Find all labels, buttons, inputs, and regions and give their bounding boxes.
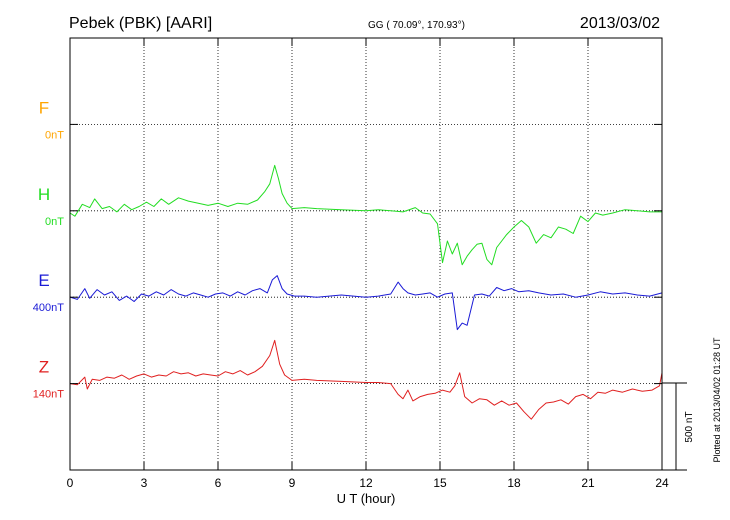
series-name-h: H bbox=[38, 185, 50, 204]
x-tick-label: 18 bbox=[507, 476, 521, 490]
x-tick-label: 12 bbox=[359, 476, 373, 490]
x-tick-label: 0 bbox=[67, 476, 74, 490]
chart-title: Pebek (PBK) [AARI] bbox=[69, 15, 212, 32]
x-tick-label: 6 bbox=[215, 476, 222, 490]
x-axis-ticks: 0 3 6 9 12 15 18 21 24 bbox=[67, 38, 669, 490]
station-coordinates: GG ( 70.09°, 170.93°) bbox=[368, 20, 465, 31]
series-line-e bbox=[69, 275, 663, 331]
scale-bar: 500 nT bbox=[662, 382, 695, 471]
x-tick-label: 21 bbox=[581, 476, 595, 490]
x-tick-label: 3 bbox=[141, 476, 148, 490]
series-labels: F 0nT H 0nT E 400nT Z 140nT bbox=[33, 98, 64, 400]
series-baseline-label-z: 140nT bbox=[33, 389, 64, 401]
series-name-z: Z bbox=[39, 358, 49, 377]
scale-bar-label: 500 nT bbox=[684, 411, 695, 442]
series-traces bbox=[69, 164, 663, 420]
x-axis-label: U T (hour) bbox=[337, 491, 396, 506]
x-tick-label: 15 bbox=[433, 476, 447, 490]
series-baseline-label-e: 400nT bbox=[33, 302, 64, 314]
series-line-h bbox=[69, 164, 662, 266]
series-line-z bbox=[69, 339, 663, 420]
chart-date: 2013/03/02 bbox=[580, 15, 660, 32]
series-name-f: F bbox=[39, 98, 49, 117]
plot-timestamp-note: Plotted at 2013/04/02 01:28 UT bbox=[712, 337, 722, 463]
series-baseline-label-h: 0nT bbox=[45, 216, 64, 228]
x-tick-label: 24 bbox=[655, 476, 669, 490]
series-baseline-label-f: 0nT bbox=[45, 129, 64, 141]
series-name-e: E bbox=[38, 271, 49, 290]
x-tick-label: 9 bbox=[289, 476, 296, 490]
grid-lines bbox=[143, 38, 589, 470]
